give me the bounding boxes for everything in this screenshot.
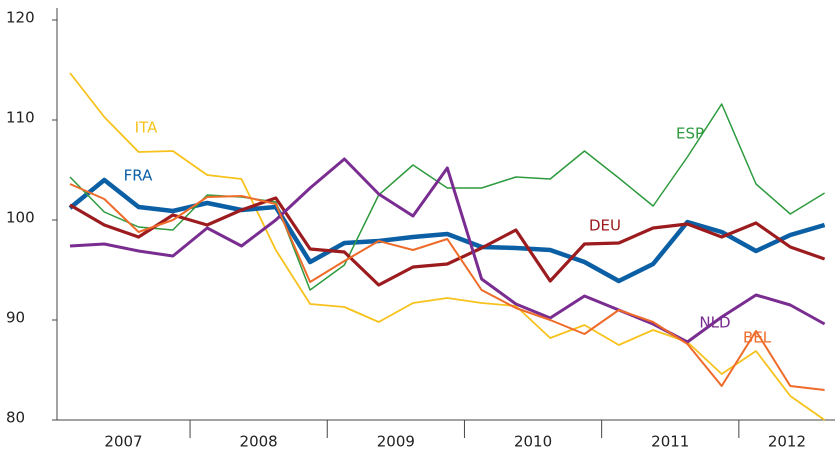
- x-group-label: 2009: [377, 433, 415, 451]
- x-group-label: 2007: [104, 433, 142, 451]
- series-label: FRA: [124, 167, 153, 185]
- y-tick-label: 100: [6, 209, 35, 227]
- x-group-label: 2011: [651, 433, 689, 451]
- y-tick-label: 80: [6, 409, 25, 427]
- line-series: [69, 103, 825, 291]
- line-series: [69, 196, 826, 287]
- line-series: [69, 72, 826, 421]
- line-series: [68, 177, 826, 284]
- series-label: NLD: [699, 314, 730, 332]
- y-tick-label: 110: [6, 109, 35, 127]
- line-series: [69, 183, 825, 391]
- series-label: ITA: [135, 119, 158, 137]
- x-group-label: 2010: [514, 433, 552, 451]
- series-label: DEU: [589, 217, 621, 235]
- y-tick-label: 90: [6, 309, 25, 327]
- series-label: BEL: [743, 329, 772, 347]
- series-label: ESP: [676, 125, 704, 143]
- x-group-label: 2008: [240, 433, 278, 451]
- y-tick-label: 120: [6, 9, 35, 27]
- x-group-label: 2012: [768, 433, 806, 451]
- line-series: [69, 157, 826, 344]
